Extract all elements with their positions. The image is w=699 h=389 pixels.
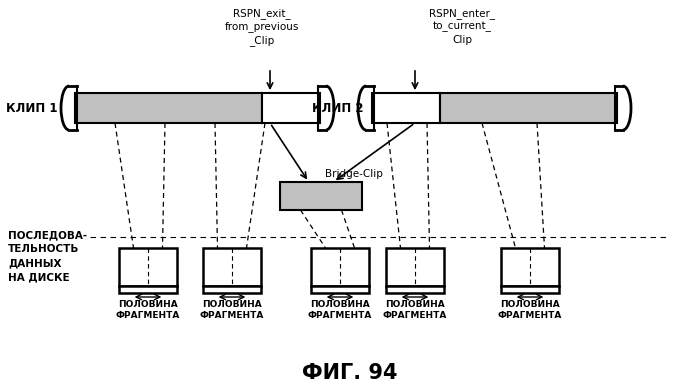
Bar: [386, 248, 444, 286]
Bar: [203, 248, 261, 286]
Text: ПОЛОВИНА
ФРАГМЕНТА: ПОЛОВИНА ФРАГМЕНТА: [308, 300, 372, 320]
Bar: [119, 286, 177, 293]
Bar: [119, 248, 177, 286]
Bar: [75, 93, 262, 123]
Text: RSPN_enter_
to_current_
Clip: RSPN_enter_ to_current_ Clip: [429, 8, 495, 45]
Bar: [311, 286, 369, 293]
Text: RSPN_exit_
from_previous
_Clip: RSPN_exit_ from_previous _Clip: [225, 8, 299, 46]
Text: ПОЛОВИНА
ФРАГМЕНТА: ПОЛОВИНА ФРАГМЕНТА: [498, 300, 562, 320]
Text: Bridge-Clip: Bridge-Clip: [325, 169, 383, 179]
Text: КЛИП 2: КЛИП 2: [312, 102, 364, 114]
Bar: [280, 182, 362, 210]
Bar: [311, 248, 369, 286]
Text: ПОСЛЕДОВА-
ТЕЛЬНОСТЬ
ДАННЫХ
НА ДИСКЕ: ПОСЛЕДОВА- ТЕЛЬНОСТЬ ДАННЫХ НА ДИСКЕ: [8, 231, 87, 282]
Bar: [501, 286, 559, 293]
Text: ПОЛОВИНА
ФРАГМЕНТА: ПОЛОВИНА ФРАГМЕНТА: [383, 300, 447, 320]
Bar: [440, 93, 617, 123]
Bar: [386, 286, 444, 293]
Text: ФИГ. 94: ФИГ. 94: [302, 363, 398, 383]
Bar: [262, 93, 320, 123]
Text: КЛИП 1: КЛИП 1: [6, 102, 57, 114]
Bar: [203, 286, 261, 293]
Bar: [372, 93, 440, 123]
Text: ПОЛОВИНА
ФРАГМЕНТА: ПОЛОВИНА ФРАГМЕНТА: [200, 300, 264, 320]
Bar: [501, 248, 559, 286]
Text: ПОЛОВИНА
ФРАГМЕНТА: ПОЛОВИНА ФРАГМЕНТА: [116, 300, 180, 320]
